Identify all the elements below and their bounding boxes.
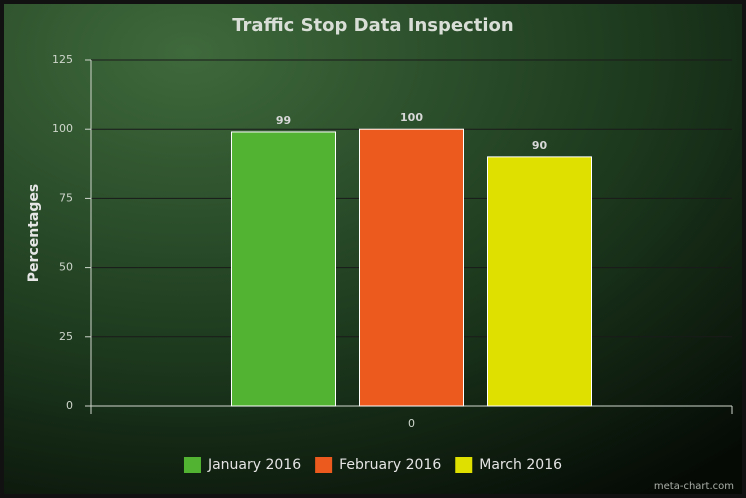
y-tick-label: 0: [66, 399, 73, 412]
y-axis-label: Percentages: [26, 184, 42, 282]
legend-label: March 2016: [479, 457, 562, 473]
legend-swatch: [455, 457, 473, 473]
data-label: 100: [400, 111, 423, 124]
y-tick-label: 50: [59, 261, 73, 274]
y-tick-label: 25: [59, 330, 73, 343]
bar: [487, 156, 592, 407]
legend-label: January 2016: [207, 457, 301, 473]
y-tick-label: 100: [52, 122, 73, 135]
legend-swatch: [183, 457, 201, 473]
legend-swatch: [315, 457, 333, 473]
legend-label: February 2016: [339, 457, 441, 473]
y-tick-label: 125: [52, 53, 73, 66]
watermark: meta-chart.com: [654, 481, 734, 492]
chart-title: Traffic Stop Data Inspection: [232, 15, 513, 36]
data-label: 99: [276, 114, 291, 127]
data-label: 90: [532, 139, 548, 152]
y-tick-label: 75: [59, 191, 73, 204]
bar: [359, 128, 464, 407]
bar: [231, 131, 336, 407]
x-tick-label: 0: [408, 417, 415, 430]
